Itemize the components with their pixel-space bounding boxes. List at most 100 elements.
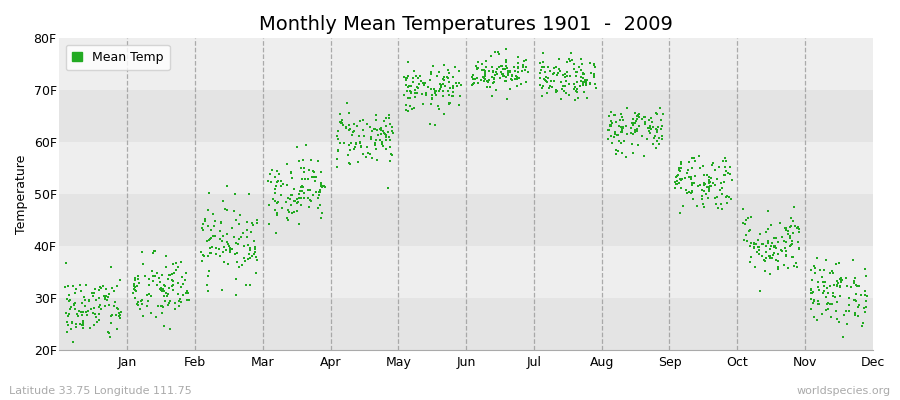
Point bbox=[763, 271, 778, 278]
Point bbox=[769, 257, 783, 264]
Point bbox=[836, 333, 850, 340]
Point bbox=[785, 241, 799, 248]
Point bbox=[631, 142, 645, 148]
Point bbox=[446, 89, 461, 95]
Point bbox=[221, 241, 236, 247]
Point bbox=[706, 160, 720, 166]
Point bbox=[382, 121, 397, 128]
Point bbox=[61, 322, 76, 328]
Point bbox=[648, 110, 662, 116]
Point bbox=[518, 57, 533, 63]
Point bbox=[712, 164, 726, 170]
Point bbox=[779, 248, 794, 254]
Point bbox=[314, 184, 328, 191]
Point bbox=[341, 160, 356, 166]
Point bbox=[194, 248, 209, 255]
Point bbox=[168, 260, 183, 266]
Point bbox=[858, 288, 872, 295]
Point bbox=[230, 250, 244, 256]
Point bbox=[518, 79, 533, 85]
Point bbox=[155, 310, 169, 316]
Point bbox=[421, 84, 436, 90]
Point bbox=[673, 210, 688, 216]
Point bbox=[410, 83, 424, 90]
Point bbox=[608, 112, 622, 118]
Point bbox=[783, 243, 797, 249]
Point bbox=[329, 164, 344, 170]
Point bbox=[628, 128, 643, 135]
Point bbox=[752, 251, 766, 258]
Point bbox=[241, 242, 256, 248]
Point bbox=[583, 70, 598, 76]
Point bbox=[624, 130, 638, 136]
Point bbox=[385, 152, 400, 159]
Point bbox=[644, 118, 659, 125]
Point bbox=[216, 198, 230, 204]
Point bbox=[165, 283, 179, 290]
Point bbox=[283, 196, 297, 202]
Point bbox=[141, 298, 156, 304]
Point bbox=[824, 314, 839, 320]
Point bbox=[490, 71, 504, 77]
Point bbox=[157, 286, 171, 292]
Point bbox=[202, 236, 216, 243]
Point bbox=[296, 157, 310, 163]
Point bbox=[110, 282, 124, 289]
Point bbox=[346, 146, 361, 152]
Point bbox=[587, 61, 601, 68]
Point bbox=[615, 128, 629, 135]
Point bbox=[291, 199, 305, 205]
Point bbox=[637, 114, 652, 120]
Point bbox=[274, 177, 288, 184]
Point bbox=[356, 132, 371, 139]
Point bbox=[760, 208, 775, 214]
Point bbox=[736, 206, 751, 212]
Point bbox=[474, 76, 489, 83]
Point bbox=[374, 141, 389, 148]
Point bbox=[399, 102, 413, 108]
Point bbox=[309, 189, 323, 196]
Point bbox=[229, 240, 243, 246]
Point bbox=[135, 297, 149, 303]
Point bbox=[127, 281, 141, 288]
Point bbox=[201, 252, 215, 259]
Point bbox=[758, 258, 772, 264]
Point bbox=[829, 308, 843, 314]
Point bbox=[469, 62, 483, 69]
Point bbox=[180, 297, 194, 303]
Point bbox=[446, 93, 460, 99]
Point bbox=[824, 301, 838, 307]
Point bbox=[751, 248, 765, 255]
Point bbox=[175, 283, 189, 290]
Point bbox=[484, 92, 499, 99]
Point bbox=[235, 262, 249, 269]
Point bbox=[339, 124, 354, 130]
Point bbox=[476, 67, 491, 74]
Point bbox=[654, 133, 669, 139]
Point bbox=[549, 89, 563, 95]
Point bbox=[382, 158, 397, 164]
Point bbox=[114, 309, 129, 316]
Point bbox=[740, 238, 754, 244]
Point bbox=[431, 103, 446, 109]
Point bbox=[648, 133, 662, 139]
Point bbox=[715, 206, 729, 212]
Point bbox=[634, 116, 649, 122]
Point bbox=[576, 79, 590, 85]
Point bbox=[442, 78, 456, 85]
Point bbox=[560, 69, 574, 76]
Point bbox=[243, 254, 257, 261]
Point bbox=[830, 316, 844, 322]
Point bbox=[314, 181, 328, 187]
Point bbox=[684, 176, 698, 182]
Point bbox=[83, 325, 97, 331]
Point bbox=[603, 123, 617, 129]
Point bbox=[778, 225, 793, 231]
Bar bbox=[59, 194, 873, 246]
Point bbox=[824, 268, 839, 274]
Point bbox=[290, 196, 304, 202]
Point bbox=[777, 238, 791, 245]
Point bbox=[553, 55, 567, 62]
Point bbox=[410, 73, 424, 79]
Point bbox=[607, 134, 621, 140]
